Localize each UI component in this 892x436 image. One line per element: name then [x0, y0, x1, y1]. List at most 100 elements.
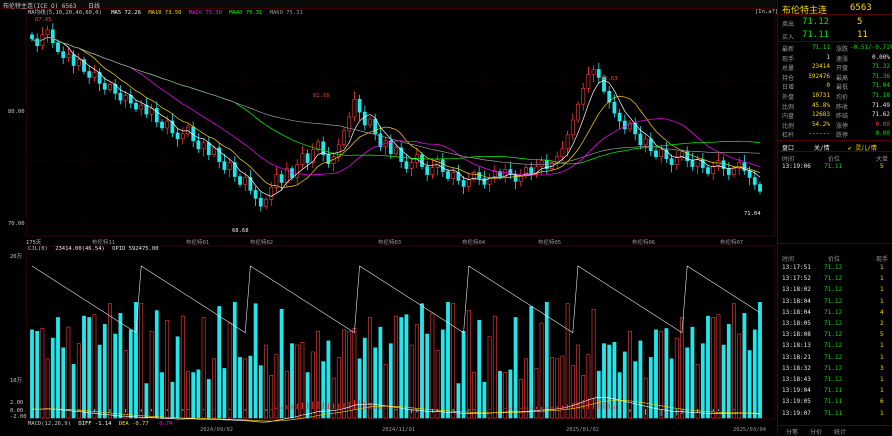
volume-bar — [342, 329, 346, 419]
volume-bar — [87, 317, 92, 419]
candle-body — [638, 133, 643, 146]
stat-label: 最新 — [782, 46, 795, 53]
volume-bar — [331, 377, 336, 419]
candle-body — [570, 119, 575, 136]
volume-bar — [612, 341, 617, 419]
ma20-label: MA20 75.38 — [188, 10, 222, 16]
volume-bar — [648, 357, 653, 419]
period-label[interactable]: 日线 — [88, 3, 101, 10]
volume-bar — [206, 379, 211, 419]
stat-label-2: 最低 — [836, 84, 849, 92]
volume-bar — [264, 344, 268, 419]
tick-row[interactable]: 13:18:02 71.12 1 — [778, 285, 892, 294]
candle-body — [726, 168, 731, 175]
tick-vol: 1 — [880, 264, 884, 271]
tick-price: 71.12 — [824, 364, 843, 372]
candle-body — [659, 149, 664, 157]
volume-bar — [368, 317, 372, 419]
candle-body — [560, 148, 565, 157]
candle-body — [477, 172, 482, 179]
candle-body — [347, 116, 352, 132]
volume-bar — [144, 383, 149, 419]
tick-vol: 3 — [880, 364, 884, 372]
tab-guan[interactable]: 关/情 — [814, 145, 830, 152]
volume-bar — [357, 358, 362, 419]
stat-value-2: 71.32 — [871, 63, 890, 71]
candle-body — [160, 121, 164, 129]
volume-bar — [633, 361, 638, 419]
tab-active[interactable]: ✔ 灵儿/情 — [848, 145, 877, 152]
candle-body — [321, 141, 326, 156]
volume-bar — [222, 368, 227, 419]
stat-value-2: 71.04 — [871, 82, 890, 90]
candle-body — [742, 162, 747, 171]
candle-body — [108, 84, 112, 90]
volume-bar — [446, 302, 450, 419]
tab-fenjia[interactable]: 分价 — [810, 429, 823, 436]
ma10-label: MA10 73.50 — [148, 10, 182, 16]
volume-bar — [258, 365, 263, 419]
volume-header-row: CJL(0) 23414.00(46.54) OPID 592475.00 — [28, 246, 159, 252]
instrument-title[interactable]: 布伦特主连(ICE_O) 6563 — [3, 3, 77, 10]
volume-bar — [420, 303, 424, 419]
tick-row[interactable]: 13:18:32 71.12 3 — [778, 364, 892, 373]
candle-body — [586, 74, 591, 89]
macd-tick-neg2: -2.00 — [10, 414, 27, 420]
volume-bar — [383, 363, 388, 419]
small-tick-vol: 5 — [880, 163, 884, 170]
tab-pankou[interactable]: 盘口 — [782, 145, 795, 152]
candle-body — [300, 153, 305, 165]
stat-label-2: 均价 — [836, 94, 849, 101]
zoom-control[interactable]: [In,a?] — [755, 9, 779, 15]
tick-vol: 1 — [880, 353, 884, 361]
tick-price: 71.12 — [824, 342, 843, 350]
candle-body — [633, 122, 638, 135]
tick-row[interactable]: 13:18:05 71.12 2 — [778, 319, 892, 328]
tick-row[interactable]: 13:18:13 71.12 1 — [778, 341, 892, 350]
volume-bar — [310, 351, 315, 419]
contract-label-7: 布伦特06 — [632, 240, 656, 246]
tick-row[interactable]: 13:19:04 71.11 1 — [778, 386, 892, 395]
candle-body — [144, 104, 149, 115]
tick-row[interactable]: 13:19:05 71.11 6 — [778, 397, 892, 406]
tick-price: 71.12 — [824, 297, 843, 305]
tick-row[interactable]: 13:18:08 71.12 5 — [778, 330, 892, 339]
tick-row[interactable]: 13:17:51 71.12 1 — [778, 263, 892, 272]
tick-row[interactable]: 13:18:04 71.12 1 — [778, 297, 892, 306]
macd-header[interactable]: MACD(12,26,9) — [28, 421, 72, 427]
tick-time: 13:19:07 — [782, 409, 811, 417]
tick-row[interactable]: 13:18:04 71.12 4 — [778, 308, 892, 317]
small-col-vol: 大单 — [876, 156, 889, 163]
tab-tongji[interactable]: 统计 — [834, 429, 847, 436]
candle-body — [66, 54, 71, 58]
candle-body — [76, 59, 81, 66]
volume-bar — [659, 330, 664, 419]
volume-header[interactable]: CJL(0) — [28, 246, 48, 252]
tab-fenbi[interactable]: 分笔 — [786, 429, 799, 436]
volume-bar — [404, 314, 409, 419]
candle-body — [446, 171, 450, 179]
tick-row[interactable]: 13:19:07 71.11 1 — [778, 409, 892, 418]
ask-row[interactable]: 卖出 71.12 5 — [778, 16, 892, 28]
volume-bar — [97, 344, 102, 419]
panel-tabs: 盘口 关/情 ✔ 灵儿/情 — [778, 142, 892, 152]
tick-vol: 1 — [880, 387, 884, 395]
candle-body — [695, 159, 700, 167]
ma-header[interactable]: MA均线(5,10,20,40,60,0) — [28, 10, 102, 16]
candle-body — [222, 161, 227, 170]
volume-bar — [492, 315, 497, 419]
stat-value: ------ — [808, 130, 830, 138]
open-interest-line — [31, 265, 761, 334]
volume-bar — [721, 344, 726, 419]
volume-bar — [30, 329, 34, 419]
chart-canvas[interactable] — [0, 0, 776, 434]
date-4: 2025/03/04 — [733, 427, 767, 433]
bid-row[interactable]: 买入 71.11 11 — [778, 29, 892, 41]
volume-bar — [716, 314, 721, 419]
tick-row[interactable]: 13:17:52 71.12 1 — [778, 274, 892, 283]
candle-body — [165, 120, 170, 129]
candle-body — [628, 122, 632, 130]
stat-label-2: 昨收 — [836, 103, 849, 111]
tick-row[interactable]: 13:18:21 71.12 1 — [778, 353, 892, 362]
tick-row[interactable]: 13:18:43 71.12 1 — [778, 375, 892, 384]
